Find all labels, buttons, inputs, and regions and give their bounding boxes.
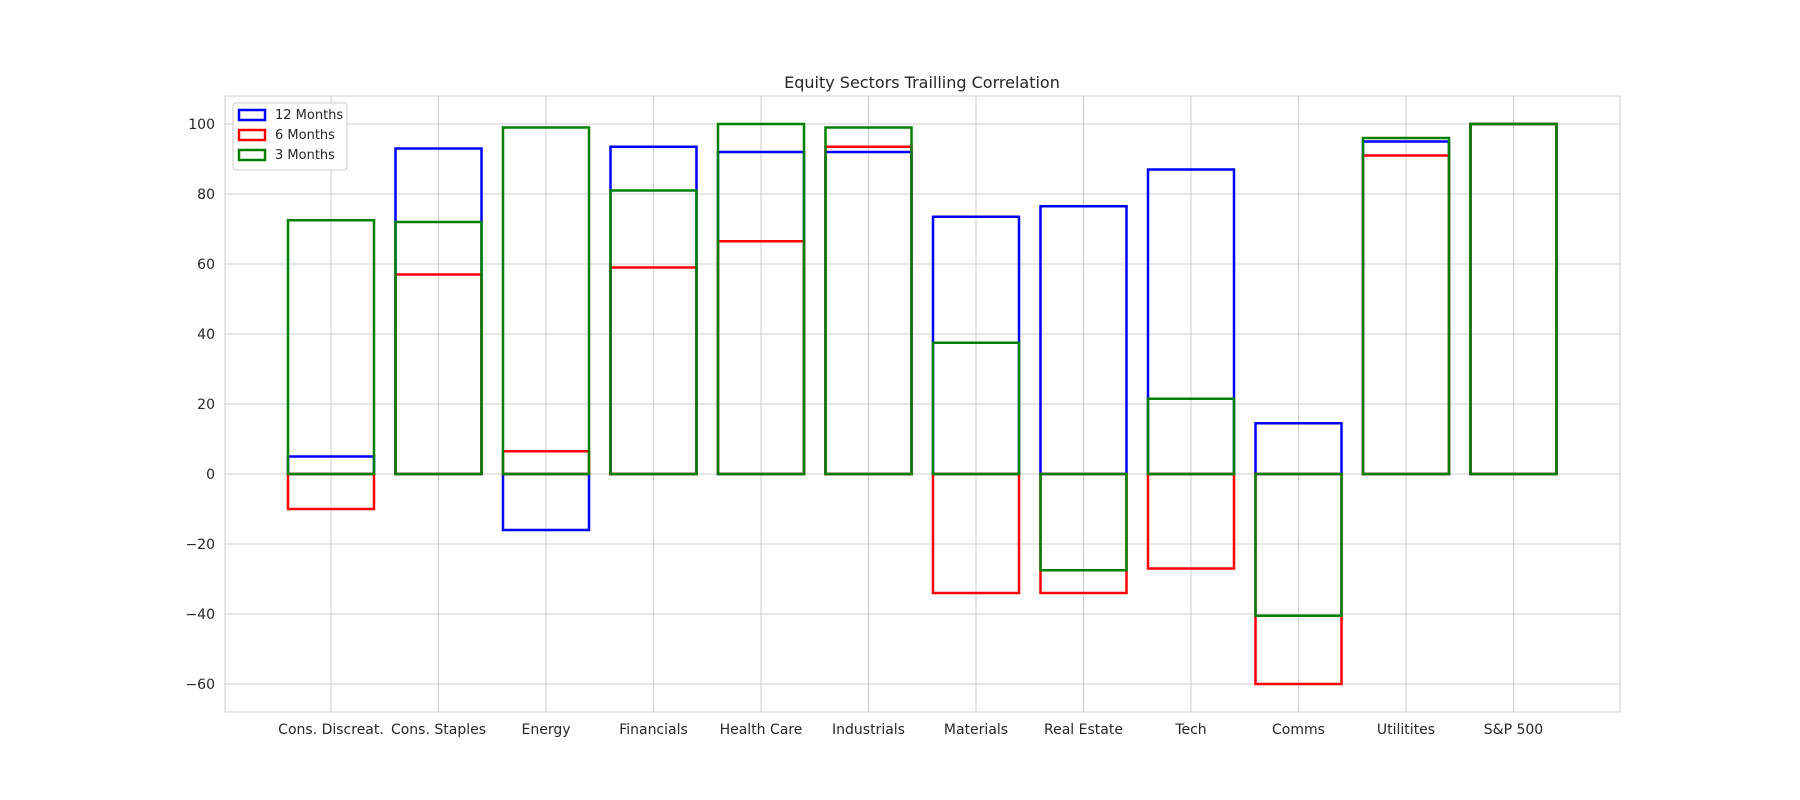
bar: [931, 341, 1021, 476]
chart-title: Equity Sectors Trailling Correlation: [784, 73, 1060, 92]
x-tick-label: Health Care: [720, 722, 803, 738]
x-tick-label: Energy: [521, 722, 570, 738]
x-tick-label: Industrials: [832, 722, 905, 738]
bars: [286, 122, 1558, 686]
y-tick-label: 80: [197, 187, 215, 203]
x-tick-label: Real Estate: [1044, 722, 1123, 738]
bar: [609, 189, 698, 476]
bar: [716, 122, 806, 476]
x-tick-label: Financials: [619, 722, 688, 738]
y-tick-label: −20: [185, 537, 215, 553]
grid: [225, 96, 1620, 712]
y-tick-label: 60: [197, 257, 215, 273]
y-tick-label: −40: [185, 607, 215, 623]
x-tick-label: Cons. Discreat.: [278, 722, 384, 738]
legend-swatch: [237, 108, 267, 122]
x-tick-label: Utilitites: [1377, 722, 1435, 738]
bar: [394, 220, 483, 476]
x-tick-label: S&P 500: [1484, 722, 1543, 738]
x-tick-label: Materials: [944, 722, 1008, 738]
bar: [1254, 472, 1343, 617]
y-tick-label: 100: [188, 117, 215, 133]
legend-label: 12 Months: [275, 108, 343, 123]
bar: [1039, 472, 1128, 572]
y-tick-label: 0: [206, 467, 215, 483]
y-tick-label: 20: [197, 397, 215, 413]
bar: [501, 126, 591, 476]
legend-label: 6 Months: [275, 128, 335, 143]
legend-swatch: [237, 148, 267, 162]
bar: [1361, 136, 1451, 476]
plot-frame: [224, 95, 1621, 713]
legend-swatch: [237, 128, 267, 142]
x-tick-label: Cons. Staples: [391, 722, 486, 738]
y-tick-label: −60: [185, 677, 215, 693]
bar: [1469, 122, 1558, 476]
bar: [824, 126, 913, 476]
legend: 12 Months 6 Months 3 Months: [232, 102, 348, 171]
legend-label: 3 Months: [275, 148, 335, 163]
y-tick-label: 40: [197, 327, 215, 343]
x-tick-label: Tech: [1174, 722, 1206, 738]
bar: [286, 219, 376, 476]
x-tick-label: Comms: [1272, 722, 1325, 738]
x-tick-labels: Cons. Discreat. Cons. Staples Energy Financ…: [278, 722, 1543, 738]
y-tick-labels: −60 −40 −20 0 20 40 60 80 100: [185, 117, 215, 693]
bar: [1146, 397, 1236, 476]
